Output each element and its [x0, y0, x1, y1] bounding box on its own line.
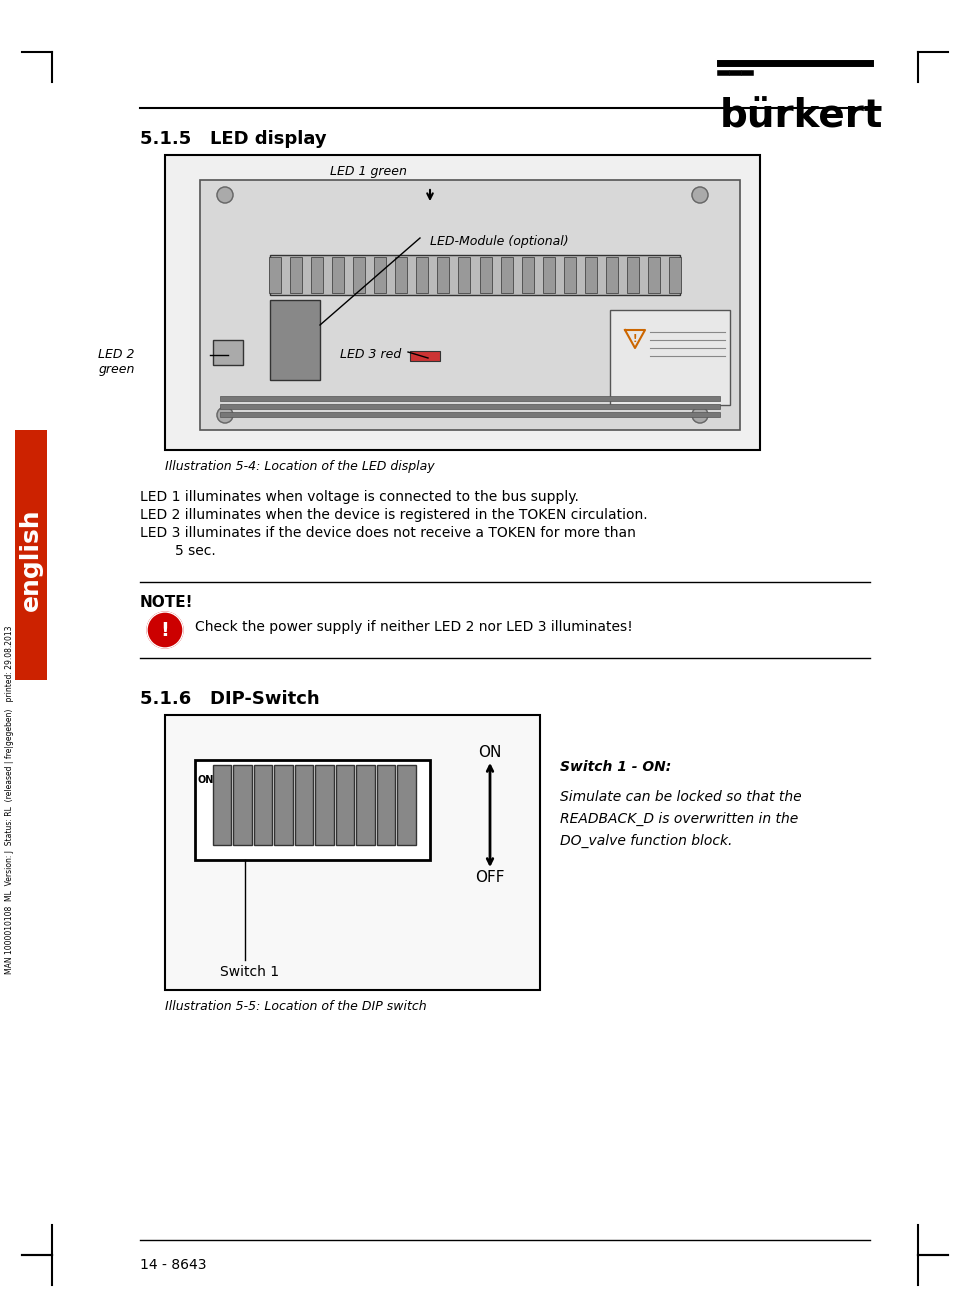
FancyBboxPatch shape [194, 759, 430, 860]
FancyBboxPatch shape [294, 765, 314, 846]
Text: LED 2
green: LED 2 green [98, 348, 135, 376]
FancyBboxPatch shape [200, 180, 740, 430]
Circle shape [147, 612, 183, 648]
Text: LED-Module (optional): LED-Module (optional) [430, 235, 568, 248]
Text: NOTE!: NOTE! [140, 595, 193, 610]
FancyBboxPatch shape [458, 257, 470, 293]
FancyBboxPatch shape [270, 255, 679, 295]
Circle shape [691, 187, 707, 203]
FancyBboxPatch shape [213, 765, 232, 846]
FancyBboxPatch shape [395, 257, 407, 293]
FancyBboxPatch shape [668, 257, 680, 293]
FancyBboxPatch shape [213, 340, 243, 365]
Text: 5 sec.: 5 sec. [140, 544, 215, 558]
FancyBboxPatch shape [315, 765, 334, 846]
FancyBboxPatch shape [15, 430, 47, 680]
FancyBboxPatch shape [374, 257, 386, 293]
Text: !: ! [160, 621, 170, 639]
Text: Illustration 5-5: Location of the DIP switch: Illustration 5-5: Location of the DIP sw… [165, 1000, 426, 1013]
FancyBboxPatch shape [376, 765, 395, 846]
Text: LED 3 red: LED 3 red [339, 348, 401, 361]
FancyBboxPatch shape [353, 257, 365, 293]
Text: MAN 1000010108  ML  Version: J  Status: RL  (released | fre|gegeben)   printed: : MAN 1000010108 ML Version: J Status: RL … [6, 626, 14, 974]
FancyBboxPatch shape [253, 765, 273, 846]
Circle shape [216, 187, 233, 203]
Text: ON: ON [198, 775, 214, 786]
FancyBboxPatch shape [220, 404, 720, 409]
Text: english: english [19, 508, 43, 612]
Text: READBACK_D is overwritten in the: READBACK_D is overwritten in the [559, 812, 798, 826]
Circle shape [691, 406, 707, 423]
Text: 5.1.5   LED display: 5.1.5 LED display [140, 129, 326, 148]
Text: 5.1.6   DIP-Switch: 5.1.6 DIP-Switch [140, 690, 319, 708]
FancyBboxPatch shape [609, 310, 729, 405]
FancyBboxPatch shape [437, 257, 449, 293]
FancyBboxPatch shape [165, 715, 539, 989]
FancyBboxPatch shape [311, 257, 323, 293]
Text: Switch 1: Switch 1 [220, 965, 279, 979]
Text: DO_valve function block.: DO_valve function block. [559, 834, 732, 848]
FancyBboxPatch shape [290, 257, 302, 293]
FancyBboxPatch shape [220, 412, 720, 417]
Text: OFF: OFF [475, 870, 504, 885]
FancyBboxPatch shape [274, 765, 293, 846]
Text: LED 1 illuminates when voltage is connected to the bus supply.: LED 1 illuminates when voltage is connec… [140, 490, 578, 505]
Text: LED 3 illuminates if the device does not receive a TOKEN for more than: LED 3 illuminates if the device does not… [140, 525, 636, 540]
FancyBboxPatch shape [605, 257, 618, 293]
FancyBboxPatch shape [584, 257, 597, 293]
FancyBboxPatch shape [335, 765, 355, 846]
Text: Illustration 5-4: Location of the LED display: Illustration 5-4: Location of the LED di… [165, 460, 435, 473]
FancyBboxPatch shape [479, 257, 491, 293]
FancyBboxPatch shape [270, 301, 319, 380]
FancyBboxPatch shape [647, 257, 659, 293]
Text: ON: ON [477, 745, 501, 759]
FancyBboxPatch shape [269, 257, 281, 293]
Text: Simulate can be locked so that the: Simulate can be locked so that the [559, 789, 801, 804]
Text: LED 1 green: LED 1 green [330, 165, 406, 178]
FancyBboxPatch shape [332, 257, 344, 293]
Text: 14 - 8643: 14 - 8643 [140, 1259, 206, 1272]
Text: LED 2 illuminates when the device is registered in the TOKEN circulation.: LED 2 illuminates when the device is reg… [140, 508, 647, 521]
Text: bürkert: bürkert [720, 97, 882, 135]
FancyBboxPatch shape [397, 765, 416, 846]
FancyBboxPatch shape [165, 156, 760, 450]
FancyBboxPatch shape [563, 257, 575, 293]
Circle shape [216, 406, 233, 423]
FancyBboxPatch shape [416, 257, 428, 293]
Text: !: ! [632, 335, 637, 344]
FancyBboxPatch shape [220, 396, 720, 401]
FancyBboxPatch shape [410, 352, 439, 361]
FancyBboxPatch shape [521, 257, 533, 293]
Text: Check the power supply if neither LED 2 nor LED 3 illuminates!: Check the power supply if neither LED 2 … [194, 620, 632, 634]
FancyBboxPatch shape [233, 765, 252, 846]
FancyBboxPatch shape [626, 257, 639, 293]
FancyBboxPatch shape [500, 257, 512, 293]
Text: Switch 1 - ON:: Switch 1 - ON: [559, 759, 671, 774]
FancyBboxPatch shape [356, 765, 375, 846]
FancyBboxPatch shape [542, 257, 554, 293]
